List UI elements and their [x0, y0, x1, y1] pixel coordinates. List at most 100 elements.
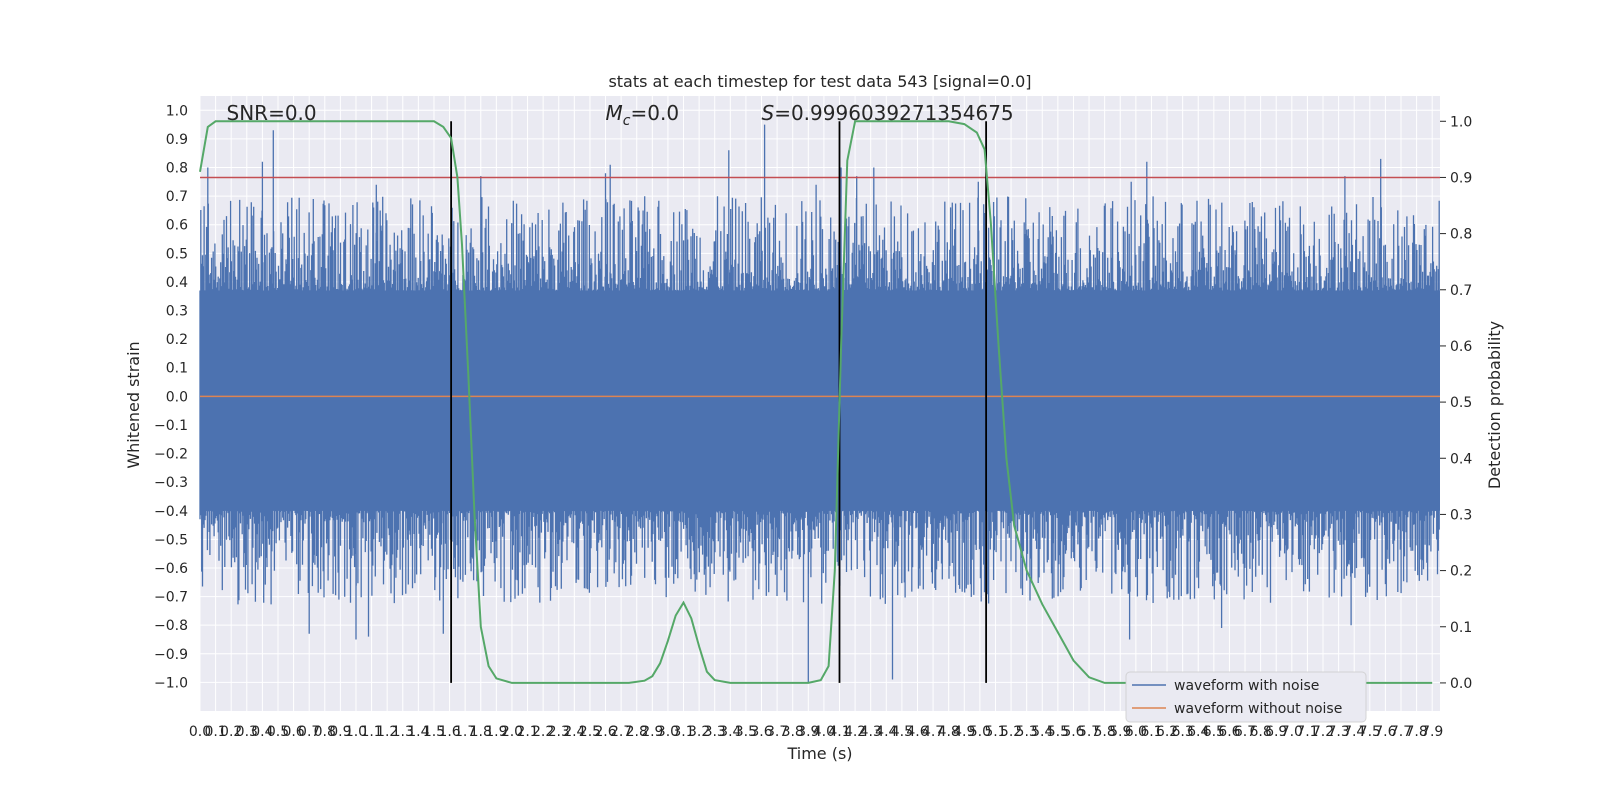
x-tick-label: 6.4	[1187, 724, 1209, 740]
legend-entry-clean: waveform without noise	[1174, 701, 1342, 717]
x-tick-label: 2.3	[548, 724, 570, 740]
x-tick-label: 7.7	[1390, 724, 1412, 740]
x-tick-label: 7.4	[1343, 724, 1365, 740]
x-tick-label: 4.2	[844, 724, 866, 740]
x-tick-label: 7.9	[1421, 724, 1443, 740]
x-tick-label: 5.8	[1094, 724, 1116, 740]
x-tick-label: 6.9	[1265, 724, 1287, 740]
x-tick-label: 0.9	[329, 724, 351, 740]
y-axis-right: 1.0 0.9 0.8 0.7 0.6 0.5 0.4 0.3 0.2 0.1 0.0	[1440, 114, 1472, 692]
x-tick-label: 0.8	[314, 724, 336, 740]
x-tick-label: 5.1	[984, 724, 1006, 740]
legend: waveform with noise waveform without noi…	[1125, 671, 1367, 723]
y-left-tick-label: 0.7	[166, 189, 188, 205]
x-tick-label: 3.0	[657, 724, 679, 740]
y-right-tick-label: 0.4	[1450, 451, 1472, 467]
y-right-tick-label: 1.0	[1450, 114, 1472, 130]
x-tick-label: 0.4	[251, 724, 273, 740]
y-left-tick-label: −0.6	[154, 561, 188, 577]
x-tick-label: 3.1	[672, 724, 694, 740]
y-left-tick-label: 0.4	[166, 275, 188, 291]
y-axis-left-label: Whitened strain	[124, 341, 143, 468]
y-left-tick-label: −0.8	[154, 618, 188, 634]
y-right-tick-label: 0.5	[1450, 395, 1472, 411]
detection-probability-series	[199, 120, 1433, 684]
noise-waveform-series	[199, 124, 1440, 683]
x-tick-label: 1.5	[423, 724, 445, 740]
y-left-tick-label: −0.5	[154, 532, 188, 548]
x-tick-label: 5.6	[1062, 724, 1084, 740]
x-tick-label: 7.0	[1281, 724, 1303, 740]
x-tick-label: 4.0	[813, 724, 835, 740]
y-right-tick-label: 0.7	[1450, 283, 1472, 299]
y-left-tick-label: 0.0	[166, 389, 188, 405]
y-left-tick-label: 0.9	[166, 132, 188, 148]
x-tick-label: 0.3	[236, 724, 258, 740]
x-tick-label: 6.6	[1218, 724, 1240, 740]
y-right-tick-label: 0.8	[1450, 227, 1472, 243]
annotation-snr: SNR=0.0	[227, 101, 317, 125]
y-left-tick-label: 0.6	[166, 218, 188, 234]
y-left-tick-label: 0.1	[166, 361, 188, 377]
x-tick-label: 1.8	[470, 724, 492, 740]
x-tick-label: 3.5	[735, 724, 757, 740]
x-tick-label: 6.2	[1156, 724, 1178, 740]
x-tick-label: 1.9	[485, 724, 507, 740]
x-tick-label: 7.8	[1405, 724, 1427, 740]
x-tick-label: 1.1	[360, 724, 382, 740]
y-left-tick-label: 0.8	[166, 161, 188, 177]
legend-entry-noise: waveform with noise	[1174, 678, 1319, 694]
annotation-chirp-mass: Mc=0.0	[606, 101, 680, 129]
y-right-tick-label: 0.0	[1450, 676, 1472, 692]
x-tick-label: 2.4	[563, 724, 585, 740]
y-axis-right-label: Detection probability	[1485, 321, 1504, 489]
y-axis-left: 1.0 0.9 0.8 0.7 0.6 0.5 0.4 0.3 0.2 0.1 0.0 −0.1 −0.…	[154, 103, 188, 691]
x-tick-label: 7.5	[1359, 724, 1381, 740]
x-tick-label: 3.9	[797, 724, 819, 740]
x-tick-label: 4.9	[953, 724, 975, 740]
y-right-tick-label: 0.3	[1450, 507, 1472, 523]
legend-box	[1125, 671, 1367, 723]
x-tick-label: 7.6	[1374, 724, 1396, 740]
x-tick-label: 4.1	[828, 724, 850, 740]
x-tick-label: 5.9	[1109, 724, 1131, 740]
x-tick-label: 2.0	[501, 724, 523, 740]
x-tick-label: 3.7	[766, 724, 788, 740]
y-left-tick-label: 0.2	[166, 332, 188, 348]
x-tick-label: 3.8	[782, 724, 804, 740]
x-tick-label: 3.4	[719, 724, 741, 740]
x-tick-label: 6.7	[1234, 724, 1256, 740]
y-left-tick-label: −0.2	[154, 447, 188, 463]
x-tick-label: 4.6	[906, 724, 928, 740]
x-tick-label: 7.1	[1296, 724, 1318, 740]
detection-probability-line	[199, 120, 1433, 684]
x-tick-label: 6.0	[1125, 724, 1147, 740]
x-tick-label: 1.0	[345, 724, 367, 740]
x-tick-label: 2.6	[594, 724, 616, 740]
x-axis: 0.00.10.20.30.40.50.60.70.80.91.01.11.21…	[189, 724, 1443, 740]
y-left-tick-label: −0.3	[154, 475, 188, 491]
x-tick-label: 2.9	[641, 724, 663, 740]
x-tick-label: 1.7	[454, 724, 476, 740]
x-tick-label: 0.1	[204, 724, 226, 740]
y-left-tick-label: −0.1	[154, 418, 188, 434]
x-tick-label: 2.7	[610, 724, 632, 740]
x-tick-label: 7.2	[1312, 724, 1334, 740]
x-tick-label: 2.2	[532, 724, 554, 740]
x-tick-label: 1.6	[438, 724, 460, 740]
x-tick-label: 0.5	[267, 724, 289, 740]
y-left-tick-label: −1.0	[154, 675, 188, 691]
x-tick-label: 3.3	[704, 724, 726, 740]
x-tick-label: 3.2	[688, 724, 710, 740]
x-tick-label: 0.2	[220, 724, 242, 740]
x-tick-label: 4.3	[860, 724, 882, 740]
y-left-tick-label: −0.9	[154, 647, 188, 663]
x-tick-label: 7.3	[1327, 724, 1349, 740]
x-tick-label: 1.2	[376, 724, 398, 740]
x-tick-label: 4.4	[875, 724, 897, 740]
x-tick-label: 6.1	[1140, 724, 1162, 740]
x-tick-label: 6.8	[1249, 724, 1271, 740]
y-left-tick-label: −0.7	[154, 590, 188, 606]
chart-title: stats at each timestep for test data 543…	[608, 72, 1031, 91]
